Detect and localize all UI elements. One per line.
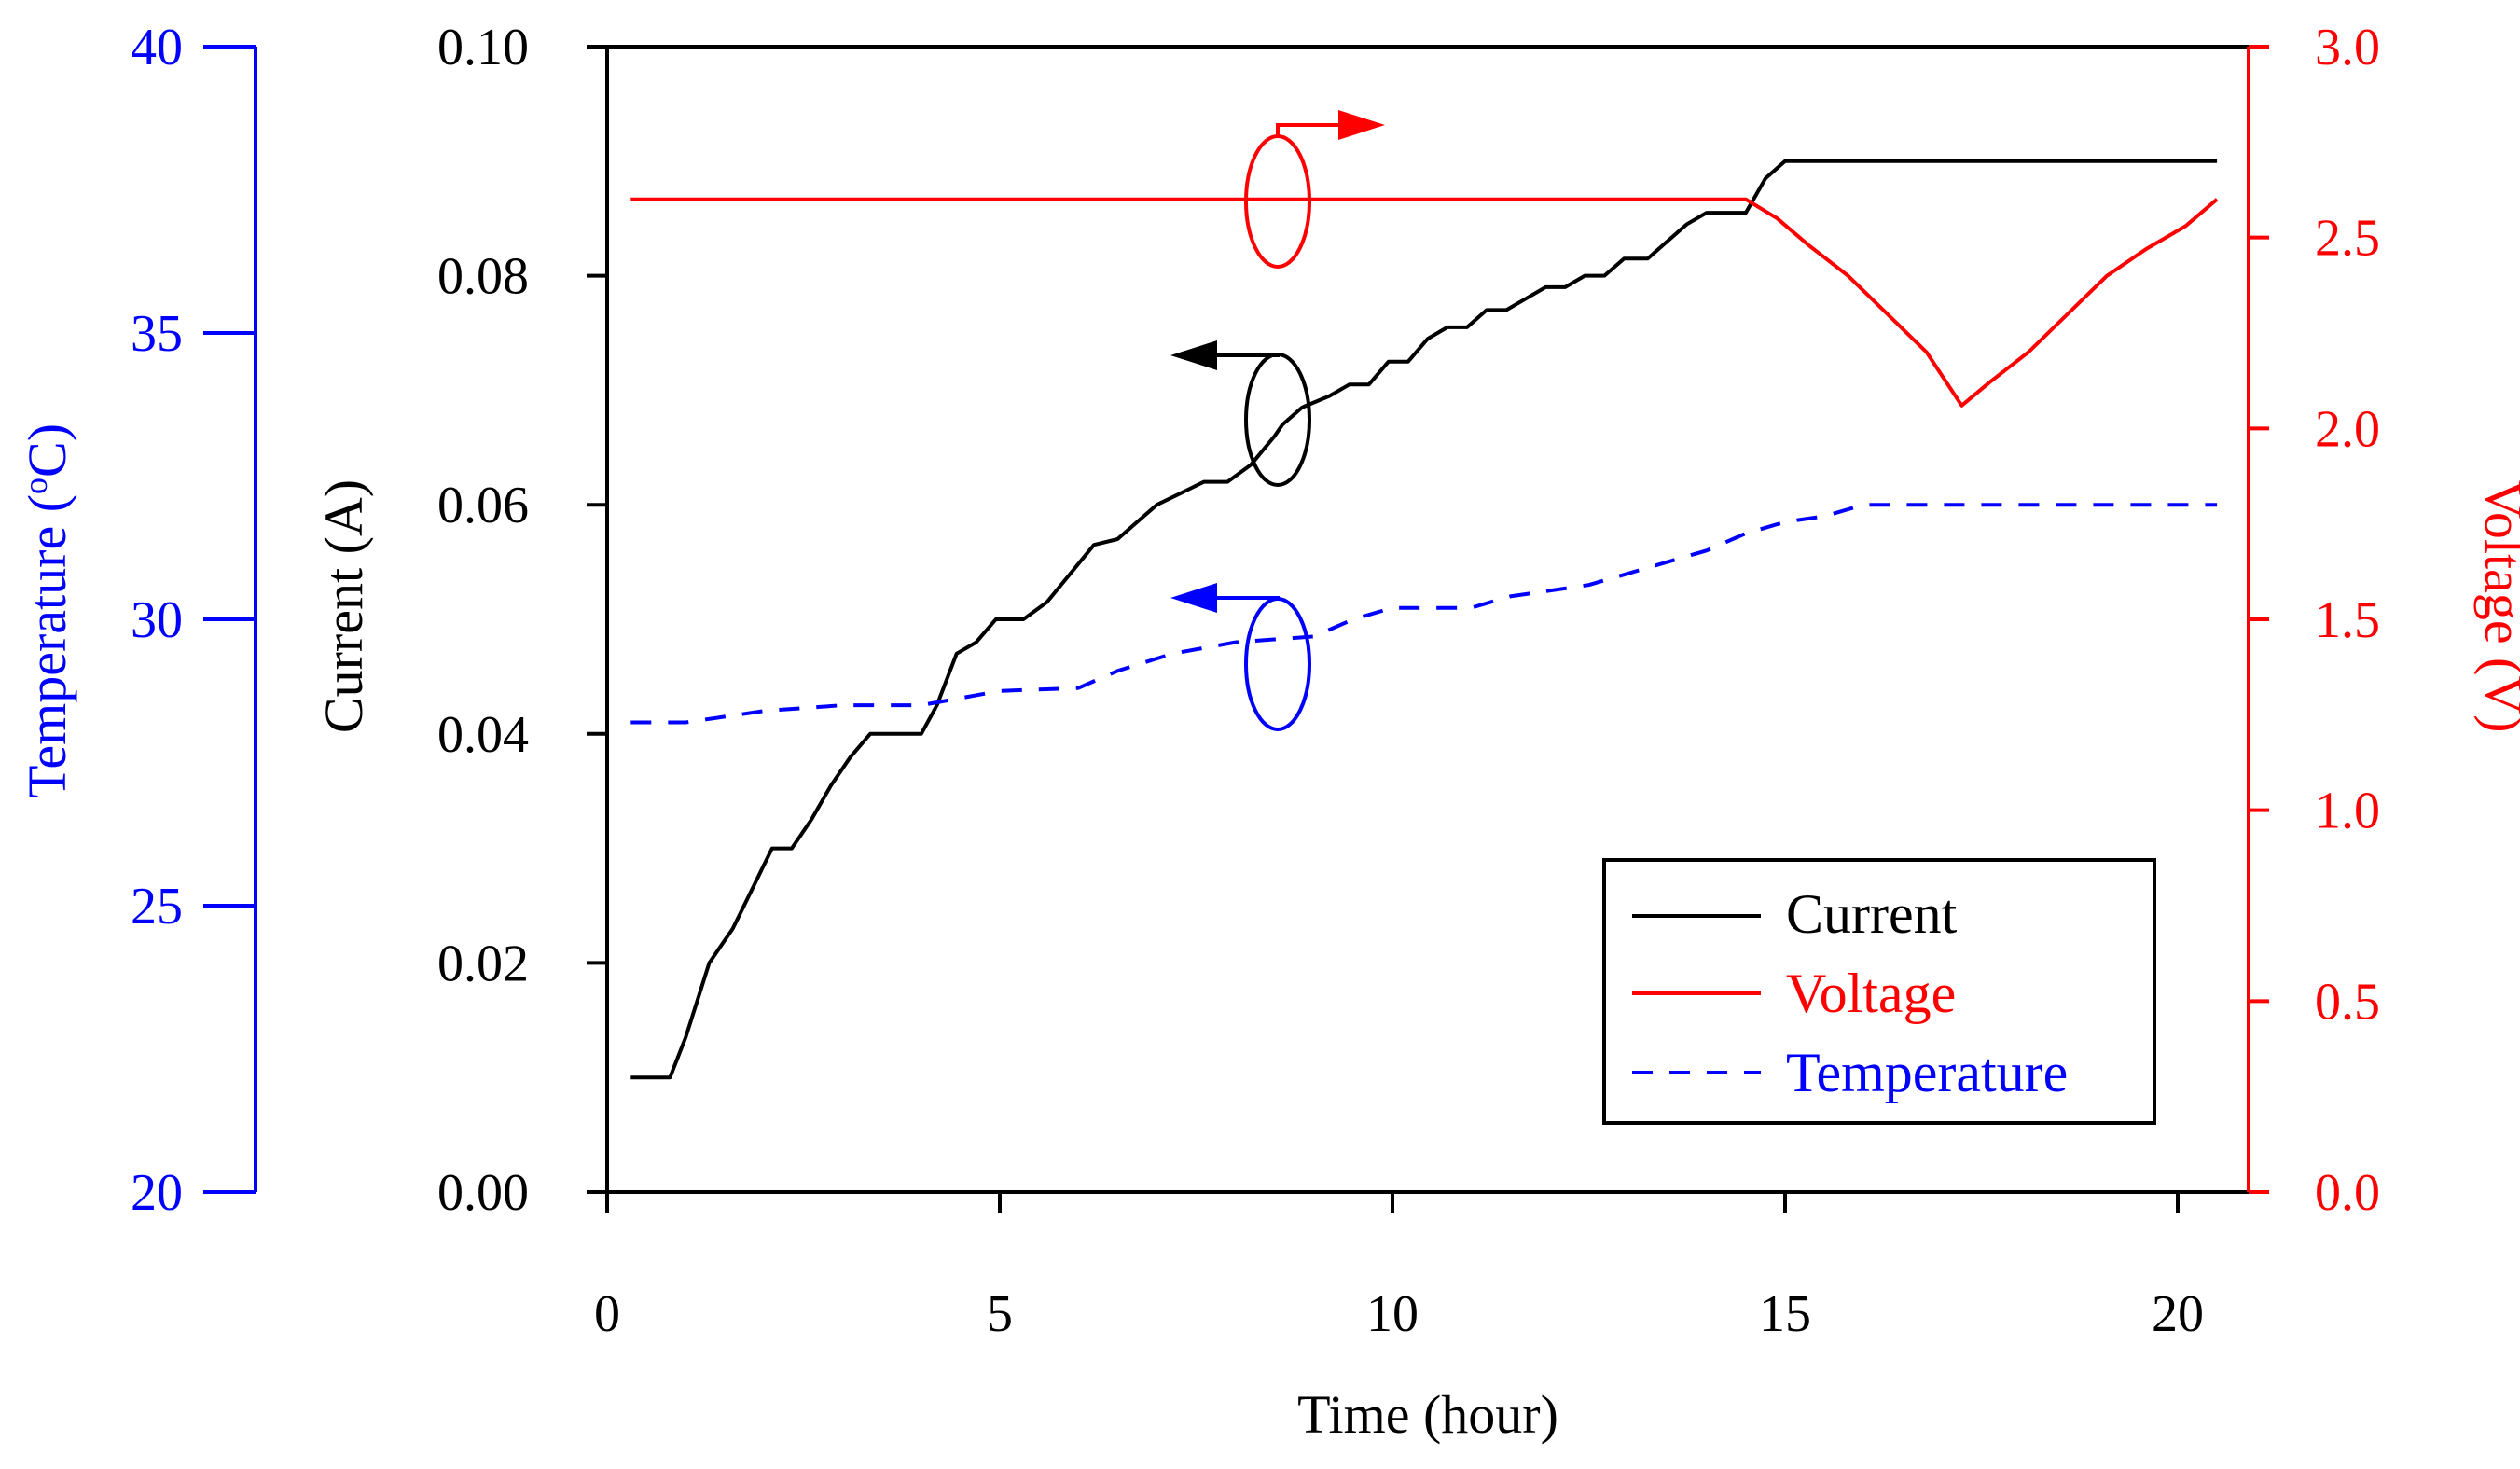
current-tick-label: 0.10 [437,19,529,76]
x-axis-title: Time (hour) [1297,1384,1558,1445]
legend-label-temperature: Temperature [1786,1042,2068,1103]
legend: Current Voltage Temperature [1602,858,2156,1125]
series-line-voltage [630,197,2219,408]
annotation-ellipse-temperature [1244,597,1311,731]
annotation-arrowhead-voltage [1338,110,1385,140]
annotations-group [1170,110,1385,731]
current-axis-title: Current (A) [313,479,374,733]
voltage-tick-label: 1.0 [2315,783,2380,840]
current-tick-label: 0.08 [437,248,529,306]
x-tick-label: 15 [1759,1285,1811,1343]
series-line-temperature [630,503,2218,725]
temperature-axis: 20 25 30 35 40 [131,19,257,1222]
temperature-tick-label: 25 [131,878,183,935]
current-tick-label: 0.04 [437,706,529,764]
x-tick-label: 5 [987,1285,1013,1343]
x-tick-label: 10 [1366,1285,1419,1343]
annotation-arrowhead-current [1170,340,1217,370]
current-tick-label: 0.00 [437,1164,529,1222]
legend-label-voltage: Voltage [1786,963,1956,1024]
voltage-tick-label: 0.0 [2315,1164,2380,1222]
temperature-axis-title: Temperature (oC) [17,423,77,798]
annotation-arrowhead-temperature [1170,583,1217,613]
current-tick-label: 0.02 [437,935,529,992]
axes-group: 0 5 10 15 20 0.00 0.02 0.04 0.06 0.08 0.10 0.0 0.5 1.… [437,19,2380,1343]
temperature-tick-label: 35 [131,305,183,363]
temperature-axis-title-end: C) [17,423,77,478]
legend-label-current: Current [1786,883,1958,945]
annotation-arrow-line-voltage [1276,123,1343,136]
voltage-tick-label: 1.5 [2315,591,2380,649]
annotation-ellipse-voltage [1244,134,1311,269]
voltage-tick-label: 2.5 [2315,210,2380,268]
temperature-axis-title-sup: o [17,478,54,494]
annotation-arrow-line-temperature [1212,596,1280,600]
temperature-tick-label: 30 [131,591,183,649]
voltage-tick-label: 3.0 [2315,19,2380,76]
voltage-tick-label: 2.0 [2315,400,2380,458]
voltage-tick-label: 0.5 [2315,973,2380,1031]
temperature-axis-title-main: Temperature ( [17,494,77,798]
annotation-arrow-line-current [1212,353,1280,357]
annotation-ellipse-current [1244,353,1311,487]
temperature-tick-label: 20 [131,1164,183,1222]
series-group [630,159,2219,1080]
x-tick-label: 20 [2152,1285,2204,1343]
voltage-axis-title: Voltage (V) [2473,479,2520,732]
series-line-current [630,159,2218,1080]
temperature-tick-label: 40 [131,19,183,76]
x-tick-label: 0 [594,1285,620,1343]
current-tick-label: 0.06 [437,477,529,534]
